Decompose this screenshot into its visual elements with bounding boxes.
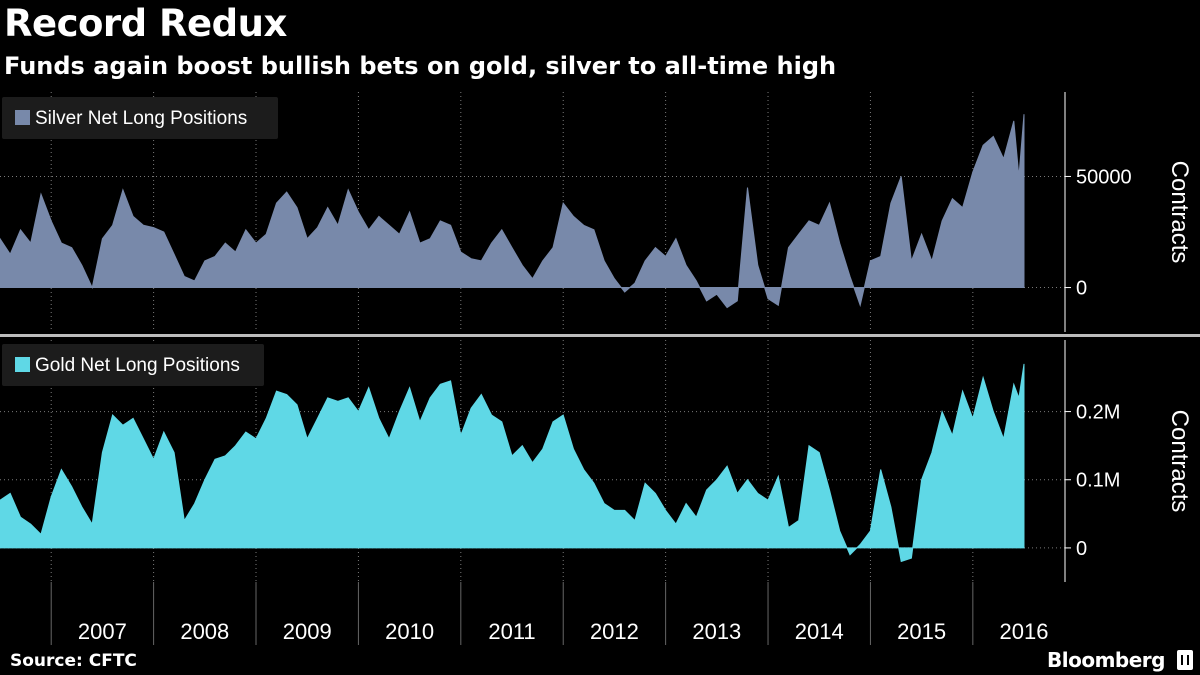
bloomberg-terminal-icon <box>1177 650 1193 670</box>
brand-logo: Bloomberg <box>1047 648 1165 672</box>
legend-swatch <box>15 357 30 372</box>
legend-swatch <box>15 110 30 125</box>
y-tick-label: 50000 <box>1076 166 1132 188</box>
y-axis-label: Contracts <box>1166 161 1193 264</box>
x-tick-label: 2013 <box>692 619 741 644</box>
x-tick-label: 2012 <box>590 619 639 644</box>
y-tick-label: 0 <box>1076 538 1087 560</box>
legend-box <box>2 344 264 386</box>
y-tick-label: 0.2M <box>1076 402 1120 424</box>
x-tick-label: 2014 <box>795 619 844 644</box>
chart-subtitle: Funds again boost bullish bets on gold, … <box>4 52 837 80</box>
panel-divider <box>0 334 1200 337</box>
y-axis-label: Contracts <box>1166 410 1193 513</box>
chart-title: Record Redux <box>4 2 287 45</box>
series-area-0 <box>0 114 1025 309</box>
x-tick-label: 2009 <box>283 619 332 644</box>
y-tick-label: 0.1M <box>1076 470 1120 492</box>
x-tick-label: 2015 <box>897 619 946 644</box>
x-tick-label: 2010 <box>385 619 434 644</box>
x-tick-label: 2008 <box>180 619 229 644</box>
legend-box <box>2 97 278 139</box>
x-tick-label: 2007 <box>78 619 127 644</box>
x-tick-label: 2011 <box>488 619 535 644</box>
y-tick-label: 0 <box>1076 278 1087 300</box>
source-note: Source: CFTC <box>10 651 137 671</box>
series-area-1 <box>0 363 1025 563</box>
x-tick-label: 2016 <box>1000 619 1049 644</box>
legend-label: Gold Net Long Positions <box>35 355 240 376</box>
legend-label: Silver Net Long Positions <box>35 108 247 129</box>
